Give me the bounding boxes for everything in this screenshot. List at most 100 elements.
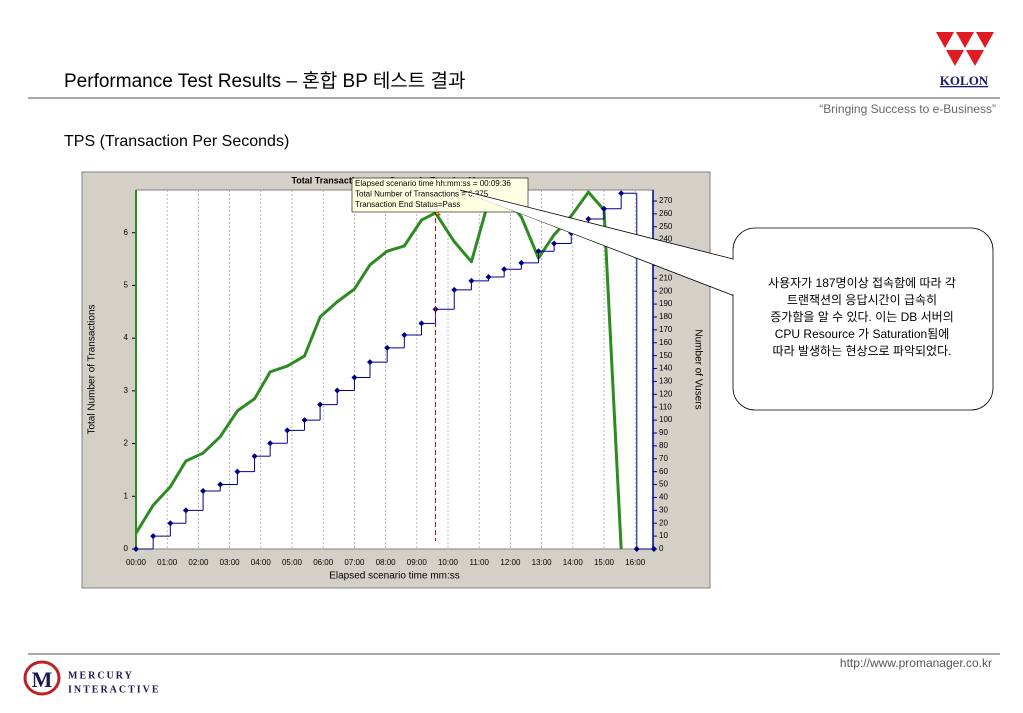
x-axis-label: Elapsed scenario time mm:ss xyxy=(329,571,460,582)
tagline: “Bringing Success to e-Business” xyxy=(819,102,996,116)
y2-tick-label: 190 xyxy=(659,299,673,308)
point xyxy=(633,546,640,552)
y2-tick-label: 170 xyxy=(659,325,673,334)
y2-tick-label: 80 xyxy=(659,441,668,450)
y2-tick-label: 240 xyxy=(659,235,673,244)
point xyxy=(418,320,425,327)
point xyxy=(334,387,341,394)
y2-tick-label: 250 xyxy=(659,222,673,231)
callout-joint xyxy=(461,191,746,299)
y2-tick-label: 30 xyxy=(659,505,668,514)
y2-tick-label: 20 xyxy=(659,518,668,527)
x-tick-label: 06:00 xyxy=(313,558,334,567)
point xyxy=(601,205,608,212)
x-tick-label: 13:00 xyxy=(532,558,553,567)
x-tick-label: 11:00 xyxy=(469,558,489,567)
y2-tick-label: 270 xyxy=(659,196,673,205)
logo-text: KOLON xyxy=(940,73,989,88)
x-tick-label: 08:00 xyxy=(376,558,397,567)
y-tick-label: 4 xyxy=(124,333,129,342)
x-tick-label: 01:00 xyxy=(157,558,178,567)
url: http://www.promanager.co.kr xyxy=(840,656,992,670)
point xyxy=(251,453,258,460)
callout-line: 증가함을 알 수 있다. 이는 DB 서버의 xyxy=(770,310,954,324)
point xyxy=(384,344,391,351)
logo-line: MERCURY xyxy=(68,670,134,681)
y2-tick-label: 110 xyxy=(659,402,672,411)
x-tick-label: 16:00 xyxy=(625,558,646,567)
y2-tick-label: 150 xyxy=(659,351,673,360)
tooltip-line: Transaction End Status=Pass xyxy=(355,200,460,209)
y-tick-label: 6 xyxy=(124,228,129,237)
point xyxy=(234,468,241,475)
y-axis-label: Total Number of Transactions xyxy=(87,304,98,434)
series-line xyxy=(134,190,623,550)
point xyxy=(501,266,508,273)
x-tick-label: 04:00 xyxy=(251,558,272,567)
point xyxy=(284,427,291,434)
callout-line: 따라 발생하는 현상으로 파악되었다. xyxy=(773,344,952,358)
svg-text:M: M xyxy=(32,667,53,692)
x-tick-label: 12:00 xyxy=(500,558,521,567)
point xyxy=(585,216,592,223)
x-tick-label: 02:00 xyxy=(188,558,209,567)
point xyxy=(401,332,408,339)
y2-tick-label: 100 xyxy=(659,415,673,424)
plot-area xyxy=(135,189,654,550)
y2-tick-label: 120 xyxy=(659,389,673,398)
point xyxy=(182,507,189,514)
x-tick-label: 15:00 xyxy=(594,558,615,567)
y2-tick-label: 50 xyxy=(659,480,668,489)
point xyxy=(535,248,542,255)
point xyxy=(217,481,224,488)
y2-tick-label: 70 xyxy=(659,454,668,463)
tooltip-line: Total Number of Transactions = 6.375 xyxy=(355,190,489,199)
y2-tick-label: 40 xyxy=(659,493,668,502)
slide-title: Performance Test Results – 혼합 BP 테스트 결과 xyxy=(64,70,466,92)
y2-tick-label: 180 xyxy=(659,312,673,321)
callout-line: 사용자가 187명이상 접속함에 따라 각 xyxy=(768,276,956,290)
y-tick-label: 2 xyxy=(124,439,129,448)
y2-axis-label: Number of Vusers xyxy=(692,329,703,409)
point xyxy=(485,274,492,281)
y-tick-label: 1 xyxy=(124,491,129,500)
y2-tick-label: 160 xyxy=(659,338,673,347)
tooltip-box xyxy=(351,177,529,213)
overlay: Elapsed scenario time hh:mm:ss = 00:09:3… xyxy=(351,177,994,411)
point xyxy=(451,286,458,293)
subtitle: TPS (Transaction Per Seconds) xyxy=(64,133,289,150)
point xyxy=(167,520,174,527)
y2-tick-label: 210 xyxy=(659,273,673,282)
x-tick-label: 07:00 xyxy=(344,558,365,567)
point xyxy=(518,259,525,266)
logo-line: INTERACTIVE xyxy=(68,684,161,695)
x-tick-label: 09:00 xyxy=(407,558,428,567)
point xyxy=(133,546,139,552)
y2-tick-label: 0 xyxy=(659,544,664,553)
point xyxy=(551,240,558,247)
x-tick-label: 00:00 xyxy=(126,558,147,567)
point xyxy=(468,277,475,284)
x-tick-label: 14:00 xyxy=(563,558,584,567)
point xyxy=(367,359,374,366)
y2-tick-label: 130 xyxy=(659,377,673,386)
mercury-logo: M MERCURY INTERACTIVE xyxy=(23,660,161,696)
point xyxy=(200,487,207,494)
point xyxy=(618,190,625,197)
y2-tick-label: 90 xyxy=(659,428,668,437)
callout-line: 트랜잭션의 응답시간이 급속히 xyxy=(787,293,937,307)
point xyxy=(267,440,274,447)
callout-line: CPU Resource 가 Saturation됨에 xyxy=(775,327,950,341)
y2-tick-label: 10 xyxy=(659,531,668,540)
point xyxy=(150,533,157,540)
point xyxy=(650,546,657,552)
y2-tick-label: 260 xyxy=(659,209,673,218)
point xyxy=(301,417,308,424)
tooltip-line: Elapsed scenario time hh:mm:ss = 00:09:3… xyxy=(355,179,511,188)
y2-tick-label: 60 xyxy=(659,467,668,476)
y-tick-label: 5 xyxy=(124,281,129,290)
y2-tick-label: 140 xyxy=(659,364,673,373)
x-tick-label: 05:00 xyxy=(282,558,303,567)
x-tick-label: 03:00 xyxy=(220,558,241,567)
